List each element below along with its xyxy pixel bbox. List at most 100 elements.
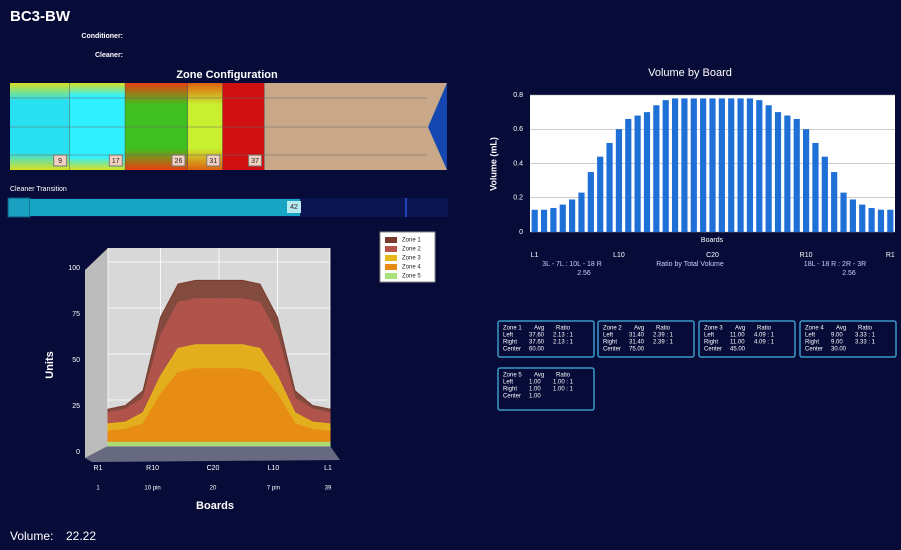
bar	[709, 98, 716, 232]
zone-table-header: Ratio	[556, 326, 571, 332]
y-tick-label: 0.4	[513, 160, 523, 167]
bar	[877, 209, 885, 232]
zone-table-header: Avg	[634, 326, 644, 332]
transition-value-box	[287, 201, 301, 213]
bar	[793, 118, 800, 232]
zone-table	[597, 320, 695, 358]
zone-table-cell: 75.00	[629, 347, 645, 353]
legend-label: Zone 2	[402, 247, 421, 253]
zone-table-cell: 1.00 : 1	[553, 380, 574, 386]
zone-config: 9 17 26 31 37	[10, 83, 447, 170]
x-tick-label: L1	[324, 465, 332, 472]
zone-table-cell: Left	[805, 333, 815, 339]
bar	[662, 100, 669, 232]
legend-label: Zone 1	[402, 238, 421, 244]
legend-label: Zone 5	[402, 274, 421, 280]
zone-table-cell: 37.60	[529, 333, 545, 339]
legend-label: Zone 3	[402, 256, 421, 262]
zone-table-cell: Right	[503, 387, 517, 393]
x-tick-label-secondary: 10 pin	[144, 486, 160, 492]
zone-table-cell: Right	[603, 340, 617, 346]
y-tick-label: 0	[519, 229, 523, 236]
x-tick-label: L10	[613, 252, 625, 259]
zone-table-cell: Left	[503, 380, 513, 386]
area	[107, 441, 331, 447]
bar	[821, 156, 828, 232]
y-tick-label: 25	[72, 403, 80, 410]
zone-config-title: Zone Configuration	[176, 69, 278, 81]
zone-table-header: Ratio	[757, 326, 772, 332]
zone-table-cell: 2.39 : 1	[653, 340, 674, 346]
legend-swatch	[385, 264, 397, 270]
bar	[774, 112, 782, 232]
x-tick-label: C20	[706, 252, 719, 259]
zone-table-title: Zone 3	[704, 326, 723, 332]
zone-table-cell: 3.33 : 1	[855, 340, 876, 346]
zone-table-header: Ratio	[858, 326, 873, 332]
zone-table-cell: Left	[503, 333, 513, 339]
cleaner-label: Cleaner:	[95, 52, 123, 59]
bar	[690, 98, 697, 232]
x-tick-label: C20	[207, 465, 220, 472]
bar	[840, 192, 847, 232]
bar	[737, 98, 744, 232]
x-tick-label: R1	[94, 465, 103, 472]
zone-boundary-label: 9	[58, 158, 62, 165]
zone-table-cell: Left	[603, 333, 613, 339]
bar	[887, 209, 894, 232]
bar	[615, 129, 622, 232]
bar	[643, 112, 651, 232]
zone-table-header: Avg	[534, 373, 544, 379]
zone-table	[698, 320, 796, 358]
bar	[540, 209, 548, 232]
y-tick-label: 100	[68, 265, 80, 272]
zone-table-cell: 4.09 : 1	[754, 340, 775, 346]
end-arrow	[428, 83, 447, 170]
area	[107, 368, 331, 447]
zone-table-cell: Center	[704, 347, 722, 353]
x-tick-label: L1	[531, 252, 539, 259]
zone-table-cell: 31.40	[629, 340, 645, 346]
x-tick-label: R10	[146, 465, 159, 472]
zone-table-cell: Right	[503, 340, 517, 346]
bar	[784, 115, 791, 232]
zone-table-title: Zone 2	[603, 326, 622, 332]
zone-table-cell: 1.00	[529, 394, 541, 400]
zone-boundary-label: 26	[175, 158, 183, 165]
bar	[671, 98, 679, 232]
zone-table-cell: Center	[805, 347, 823, 353]
zone-table-cell: Center	[503, 394, 521, 400]
annotation: 18L - 18 R : 2R - 3R	[804, 261, 866, 268]
transition-value: 42	[290, 204, 298, 211]
zone-table-cell: 11.00	[730, 333, 745, 339]
zone-table-cell: 1.00	[529, 387, 541, 393]
zone-table	[799, 320, 897, 358]
zone-table-cell: Left	[704, 333, 714, 339]
y-tick-label: 0.2	[513, 195, 523, 202]
legend-swatch	[385, 255, 397, 261]
bar	[765, 105, 772, 232]
bar	[728, 98, 735, 232]
zone-table-cell: 60.00	[529, 347, 545, 353]
units-y-label: Units	[44, 351, 56, 379]
cleaner-transition-label: Cleaner Transition	[10, 186, 67, 193]
units-floor	[85, 446, 340, 462]
legend-swatch	[385, 237, 397, 243]
zone-table	[497, 367, 595, 411]
zone-boundary-label: 37	[251, 158, 259, 165]
bar	[587, 172, 594, 232]
zone-boundary-label: 17	[112, 158, 120, 165]
units-sidewall	[85, 248, 108, 458]
y-tick-label: 0.8	[513, 92, 523, 99]
zone-table-cell: 11.00	[730, 340, 745, 346]
bar	[849, 199, 856, 232]
x-tick-label-secondary: 7 pin	[267, 486, 280, 492]
zone-remainder	[264, 83, 427, 170]
zone-table-cell: Center	[603, 347, 621, 353]
zone-table-title: Zone 4	[805, 326, 824, 332]
zone-table-header: Ratio	[656, 326, 671, 332]
zone-table	[497, 320, 595, 358]
volume-x-label: Boards	[701, 237, 724, 244]
transition-handle[interactable]	[7, 197, 31, 218]
transition-fill	[30, 199, 300, 216]
